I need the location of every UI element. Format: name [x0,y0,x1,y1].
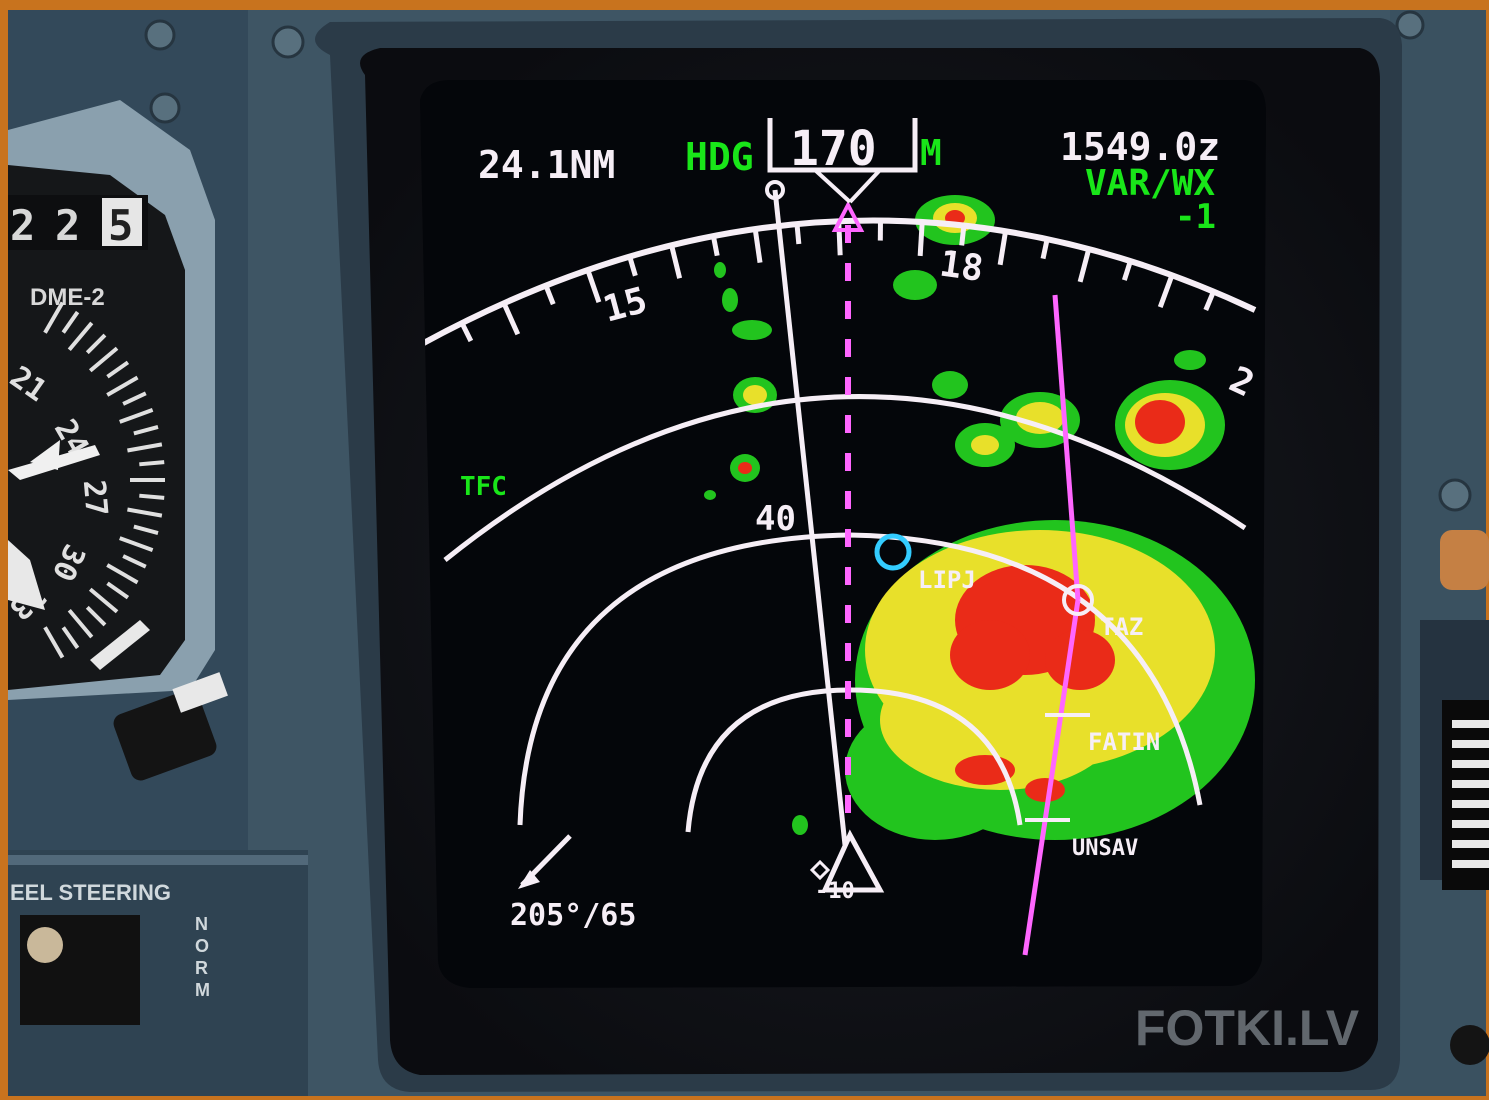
waypoint-label-2: TAZ [1100,613,1143,641]
heading-label: HDG [685,135,754,179]
range-readout: 24.1NM [478,143,615,187]
rmi-tick [139,462,164,464]
heading-value: 170 [790,121,877,177]
counter-digit-2: 2 [55,201,80,250]
wx-cell [722,288,738,312]
compass-tick [797,224,799,244]
dme-rmi-instrument: 2 2 5 DME-2 21 24 27 30 33 [2,100,228,783]
traffic-label: TFC [460,472,507,502]
wx-cell [704,490,716,500]
gauge-stripe [1452,740,1489,748]
wx-cell [971,435,999,455]
wx-cell [1135,400,1185,444]
counter-digit-3: 5 [108,201,133,250]
compass-tick [962,226,964,246]
watermark: FOTKI.LV [1135,1000,1360,1056]
waypoint-label-1: LIPJ [918,566,976,594]
steering-label: EEL STEERING [10,880,171,905]
gauge-stripe [1452,780,1489,788]
wx-cell [932,371,968,399]
range-ring-label: 40 [755,499,796,539]
wind-readout: 205°/65 [510,898,636,933]
wx-cell [738,462,752,474]
waypoint-label-3: FATIN [1088,728,1160,756]
wx-cell [714,262,726,278]
waypoint-label-4: UNSAV [1072,836,1138,861]
navigation-display: 24.1NM HDG 170 M 1549.0z VAR/WX -1 TFC 1… [410,70,1280,1000]
gauge-stripe [1452,800,1489,808]
wx-cell [1174,350,1206,370]
gauge-stripe [1452,820,1489,828]
compass-label-18: 18 [937,243,986,290]
wx-cell [732,320,772,340]
radar-tilt: -1 [1175,197,1216,237]
gauge-stripe [1452,760,1489,768]
rmi-tick [139,496,164,498]
rmi-number-27: 27 [76,479,114,518]
compass-tick [920,222,922,256]
wx-cell [743,385,767,405]
heading-reference: M [920,133,942,174]
gauge-stripe [1452,860,1489,868]
dme-label: DME-2 [30,284,105,311]
gauge-stripe [1452,720,1489,728]
aircraft-tag: -10 [815,879,855,904]
wx-cell [950,620,1030,690]
wx-cell [792,815,808,835]
wx-cell [893,270,937,300]
wx-cell [1025,778,1065,802]
counter-digit-1: 2 [10,201,35,250]
gauge-stripe [1452,840,1489,848]
